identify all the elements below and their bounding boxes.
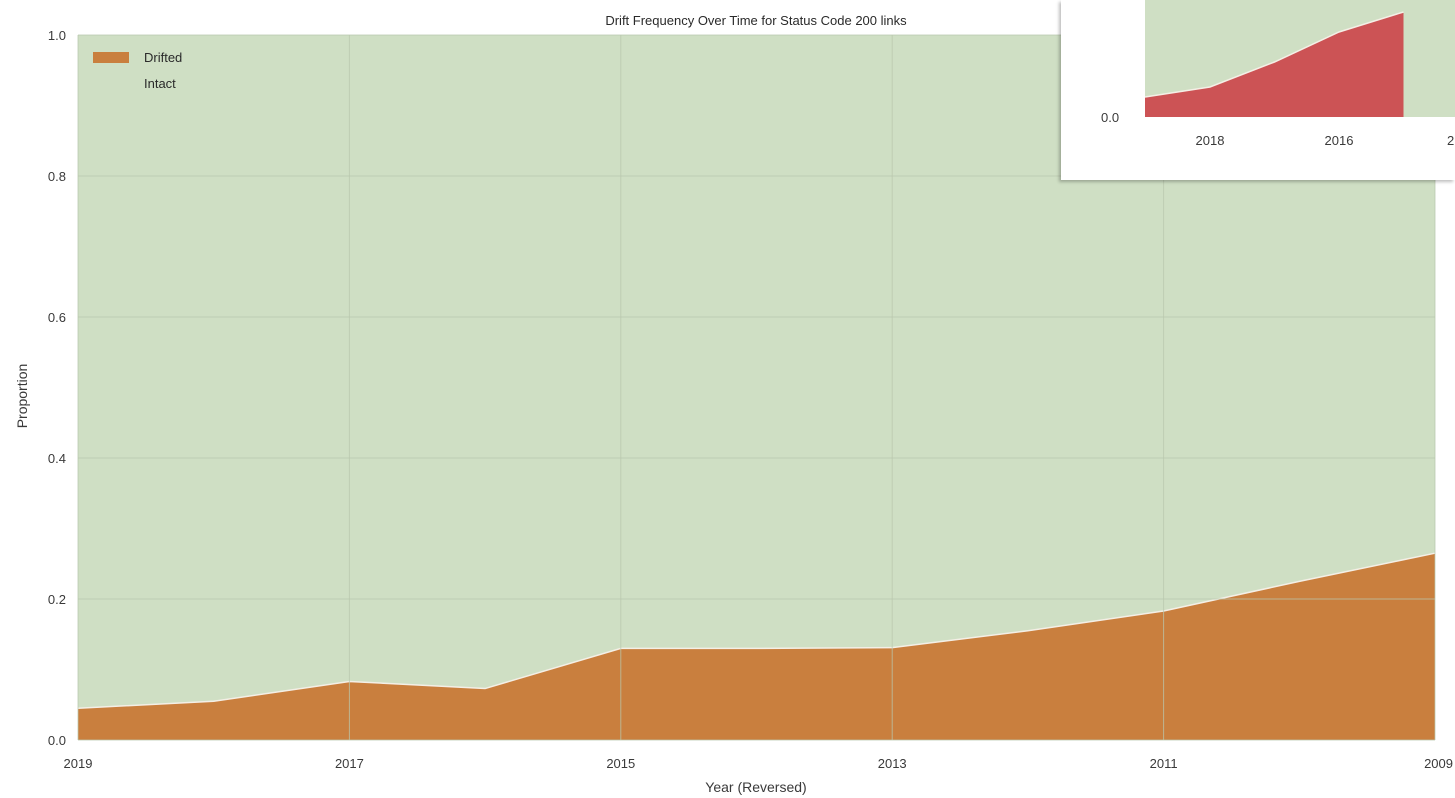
x-tick-label: 2013 [878, 756, 907, 771]
chart-title: Drift Frequency Over Time for Status Cod… [605, 13, 907, 28]
y-tick-label: 0.8 [48, 169, 66, 184]
inset-drifted-area [1145, 12, 1404, 117]
x-tick-label: 2017 [335, 756, 364, 771]
intact-area [78, 35, 1435, 709]
inset-plot-area: 0.0 2018 2016 2 [1101, 0, 1455, 148]
y-axis-title: Proportion [14, 364, 30, 429]
legend-label-drifted: Drifted [144, 50, 182, 65]
drifted-boundary-line [77, 552, 1436, 710]
x-tick-label: 2011 [1150, 756, 1178, 771]
inset-x-tick-label: 2 [1447, 133, 1454, 148]
inset-x-tick-label: 2018 [1196, 133, 1225, 148]
x-tick-label: 2015 [606, 756, 635, 771]
drifted-area [78, 553, 1435, 740]
inset-x-tick-label: 2016 [1325, 133, 1354, 148]
inset-chart: 0.0 2018 2016 2 [1101, 0, 1455, 148]
x-tick-label: 2009 [1424, 756, 1453, 771]
legend-label-intact: Intact [144, 76, 176, 91]
x-tick-label: 2019 [64, 756, 93, 771]
inset-chart-panel: 0.0 2018 2016 2 [1061, 0, 1455, 180]
y-tick-label: 0.6 [48, 310, 66, 325]
legend-swatch-drifted [93, 52, 129, 63]
x-axis-title: Year (Reversed) [705, 779, 806, 795]
legend-swatch-intact [93, 77, 129, 88]
y-tick-label: 0.2 [48, 592, 66, 607]
inset-boundary-line [1144, 11, 1404, 98]
inset-y-tick-label: 0.0 [1101, 110, 1119, 125]
legend: Drifted Intact [93, 50, 182, 91]
y-tick-label: 1.0 [48, 28, 66, 43]
y-tick-label: 0.4 [48, 451, 66, 466]
y-tick-label: 0.0 [48, 733, 66, 748]
